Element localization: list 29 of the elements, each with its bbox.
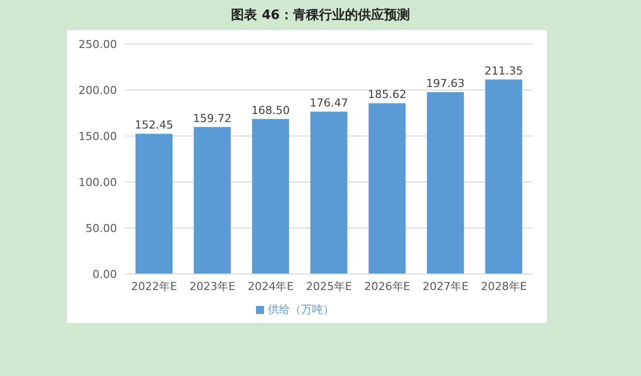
legend-label: 供给（万吨） [268, 303, 334, 316]
bar [252, 118, 290, 274]
bar [485, 80, 522, 274]
x-tick-label: 2022年E [131, 280, 178, 293]
data-label: 152.45 [134, 118, 174, 132]
x-tick-label: 2028年E [480, 280, 527, 293]
bar [135, 134, 172, 274]
x-tick-label: 2026年E [364, 280, 410, 293]
data-label: 185.62 [368, 88, 406, 102]
y-tick-label: 50.00 [86, 222, 117, 235]
bar [368, 103, 406, 274]
y-tick-label: 100.00 [78, 176, 117, 189]
data-label: 176.47 [310, 96, 348, 110]
x-tick-label: 2023年E [189, 280, 236, 293]
data-label: 197.63 [426, 77, 465, 90]
data-label: 168.50 [251, 104, 290, 117]
y-tick-label: 250.00 [78, 38, 117, 51]
y-tick-label: 150.00 [78, 130, 117, 143]
data-label: 211.35 [484, 64, 523, 78]
chart-title: 图表 46：青稞行业的供应预测 [230, 6, 411, 24]
bar [426, 92, 464, 274]
y-tick-label: 0.00 [92, 268, 117, 281]
x-tick-label: 2027年E [422, 280, 469, 293]
x-tick-label: 2024年E [248, 280, 294, 293]
data-label: 159.72 [193, 112, 232, 126]
bar [194, 127, 231, 274]
y-tick-label: 200.00 [78, 84, 117, 97]
x-tick-label: 2025年E [306, 280, 352, 293]
bar [310, 112, 348, 274]
